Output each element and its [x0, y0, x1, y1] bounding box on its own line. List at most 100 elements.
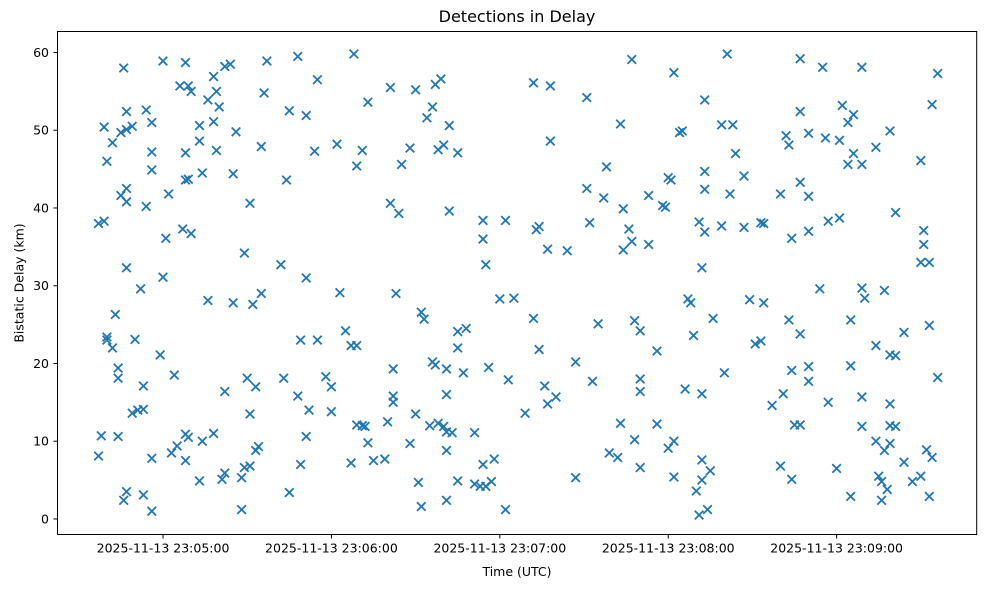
scatter-marker: [146, 453, 157, 464]
y-tick-label: 60: [33, 45, 49, 60]
scatter-marker: [107, 342, 118, 353]
scatter-marker: [837, 100, 848, 111]
scatter-marker: [219, 386, 230, 397]
scatter-marker: [758, 297, 769, 308]
scatter-marker: [214, 101, 225, 112]
scatter-marker: [410, 84, 421, 95]
scatter-marker: [113, 373, 124, 384]
scatter-marker: [629, 434, 640, 445]
scatter-marker: [705, 465, 716, 476]
scatter-marker: [478, 215, 488, 226]
scatter-marker: [660, 202, 671, 213]
scatter-marker: [626, 54, 637, 65]
scatter-marker: [405, 438, 415, 449]
scatter-marker: [433, 418, 444, 429]
scatter-marker: [694, 510, 705, 521]
scatter-marker: [413, 477, 424, 488]
scatter-marker: [876, 495, 887, 506]
scatter-marker: [615, 119, 626, 129]
scatter-marker: [786, 474, 797, 485]
scatter-marker: [461, 323, 472, 334]
scatter-marker: [312, 335, 323, 346]
scatter-marker: [699, 184, 710, 195]
scatter-marker: [458, 367, 469, 378]
scatter-marker: [915, 155, 926, 166]
scatter-marker: [845, 360, 856, 371]
y-tick-label: 50: [33, 123, 49, 138]
scatter-marker: [719, 367, 730, 378]
scatter-marker: [570, 356, 581, 367]
scatter-marker: [834, 135, 845, 146]
scatter-marker: [907, 476, 918, 487]
scatter-marker: [539, 381, 550, 391]
scatter-marker: [239, 248, 250, 259]
scatter-marker: [783, 314, 794, 325]
scatter-marker: [814, 283, 825, 294]
scatter-marker: [699, 166, 710, 177]
scatter-marker: [169, 370, 180, 381]
scatter-marker: [301, 272, 312, 283]
scatter-marker: [211, 145, 222, 156]
scatter-marker: [278, 373, 289, 384]
scatter-marker: [219, 61, 230, 72]
scatter-marker: [163, 189, 174, 199]
scatter-marker: [612, 452, 623, 463]
scatter-marker: [879, 445, 890, 456]
axes-frame: [57, 31, 978, 535]
scatter-marker: [441, 389, 452, 400]
scatter-marker: [545, 136, 556, 147]
scatter-marker: [405, 143, 415, 154]
scatter-marker: [101, 332, 112, 342]
scatter-marker: [528, 313, 539, 324]
scatter-marker: [739, 222, 749, 233]
scatter-marker: [725, 189, 735, 199]
scatter-marker: [346, 458, 357, 468]
x-tick-label: 2025-11-13 23:09:00: [770, 541, 903, 556]
scatter-marker: [382, 416, 393, 427]
scatter-marker: [141, 105, 152, 115]
scatter-marker: [927, 452, 938, 463]
scatter-marker: [750, 339, 761, 349]
scatter-marker: [118, 495, 129, 506]
scatter-marker: [275, 259, 286, 270]
scatter-marker: [795, 419, 806, 430]
scatter-marker: [795, 106, 806, 117]
scatter-marker: [899, 327, 909, 338]
scatter-marker: [158, 56, 168, 66]
scatter-marker: [730, 148, 741, 159]
scatter-marker: [699, 94, 710, 105]
scatter-marker: [870, 340, 881, 351]
scatter-marker: [452, 147, 463, 158]
scatter-marker: [478, 459, 488, 470]
scatter-marker: [831, 463, 842, 474]
scatter-marker: [388, 363, 399, 374]
scatter-marker: [817, 62, 828, 73]
scatter-marker: [635, 325, 646, 336]
scatter-marker: [441, 495, 452, 506]
scatter-marker: [261, 56, 272, 66]
scatter-marker: [663, 443, 674, 454]
scatter-marker: [211, 86, 222, 97]
scatter-marker: [534, 221, 545, 232]
scatter-marker: [197, 168, 208, 178]
scatter-marker: [180, 455, 191, 466]
scatter-marker: [503, 374, 514, 385]
scatter-marker: [755, 217, 766, 228]
scatter-marker: [172, 440, 183, 451]
scatter-marker: [236, 472, 247, 483]
scatter-marker: [121, 124, 132, 135]
scatter-marker: [225, 59, 236, 70]
x-tick-label: 2025-11-13 23:05:00: [97, 541, 230, 556]
scatter-marker: [696, 262, 707, 273]
scatter-marker: [508, 293, 519, 304]
scatter-marker: [362, 437, 373, 448]
scatter-marker: [183, 80, 194, 91]
scatter-marker: [295, 335, 306, 346]
scatter-marker: [542, 244, 553, 255]
scatter-marker: [121, 486, 132, 497]
scatter-marker: [121, 183, 132, 194]
scatter-marker: [562, 245, 573, 256]
scatter-marker: [99, 122, 110, 133]
scatter-marker: [932, 372, 943, 383]
